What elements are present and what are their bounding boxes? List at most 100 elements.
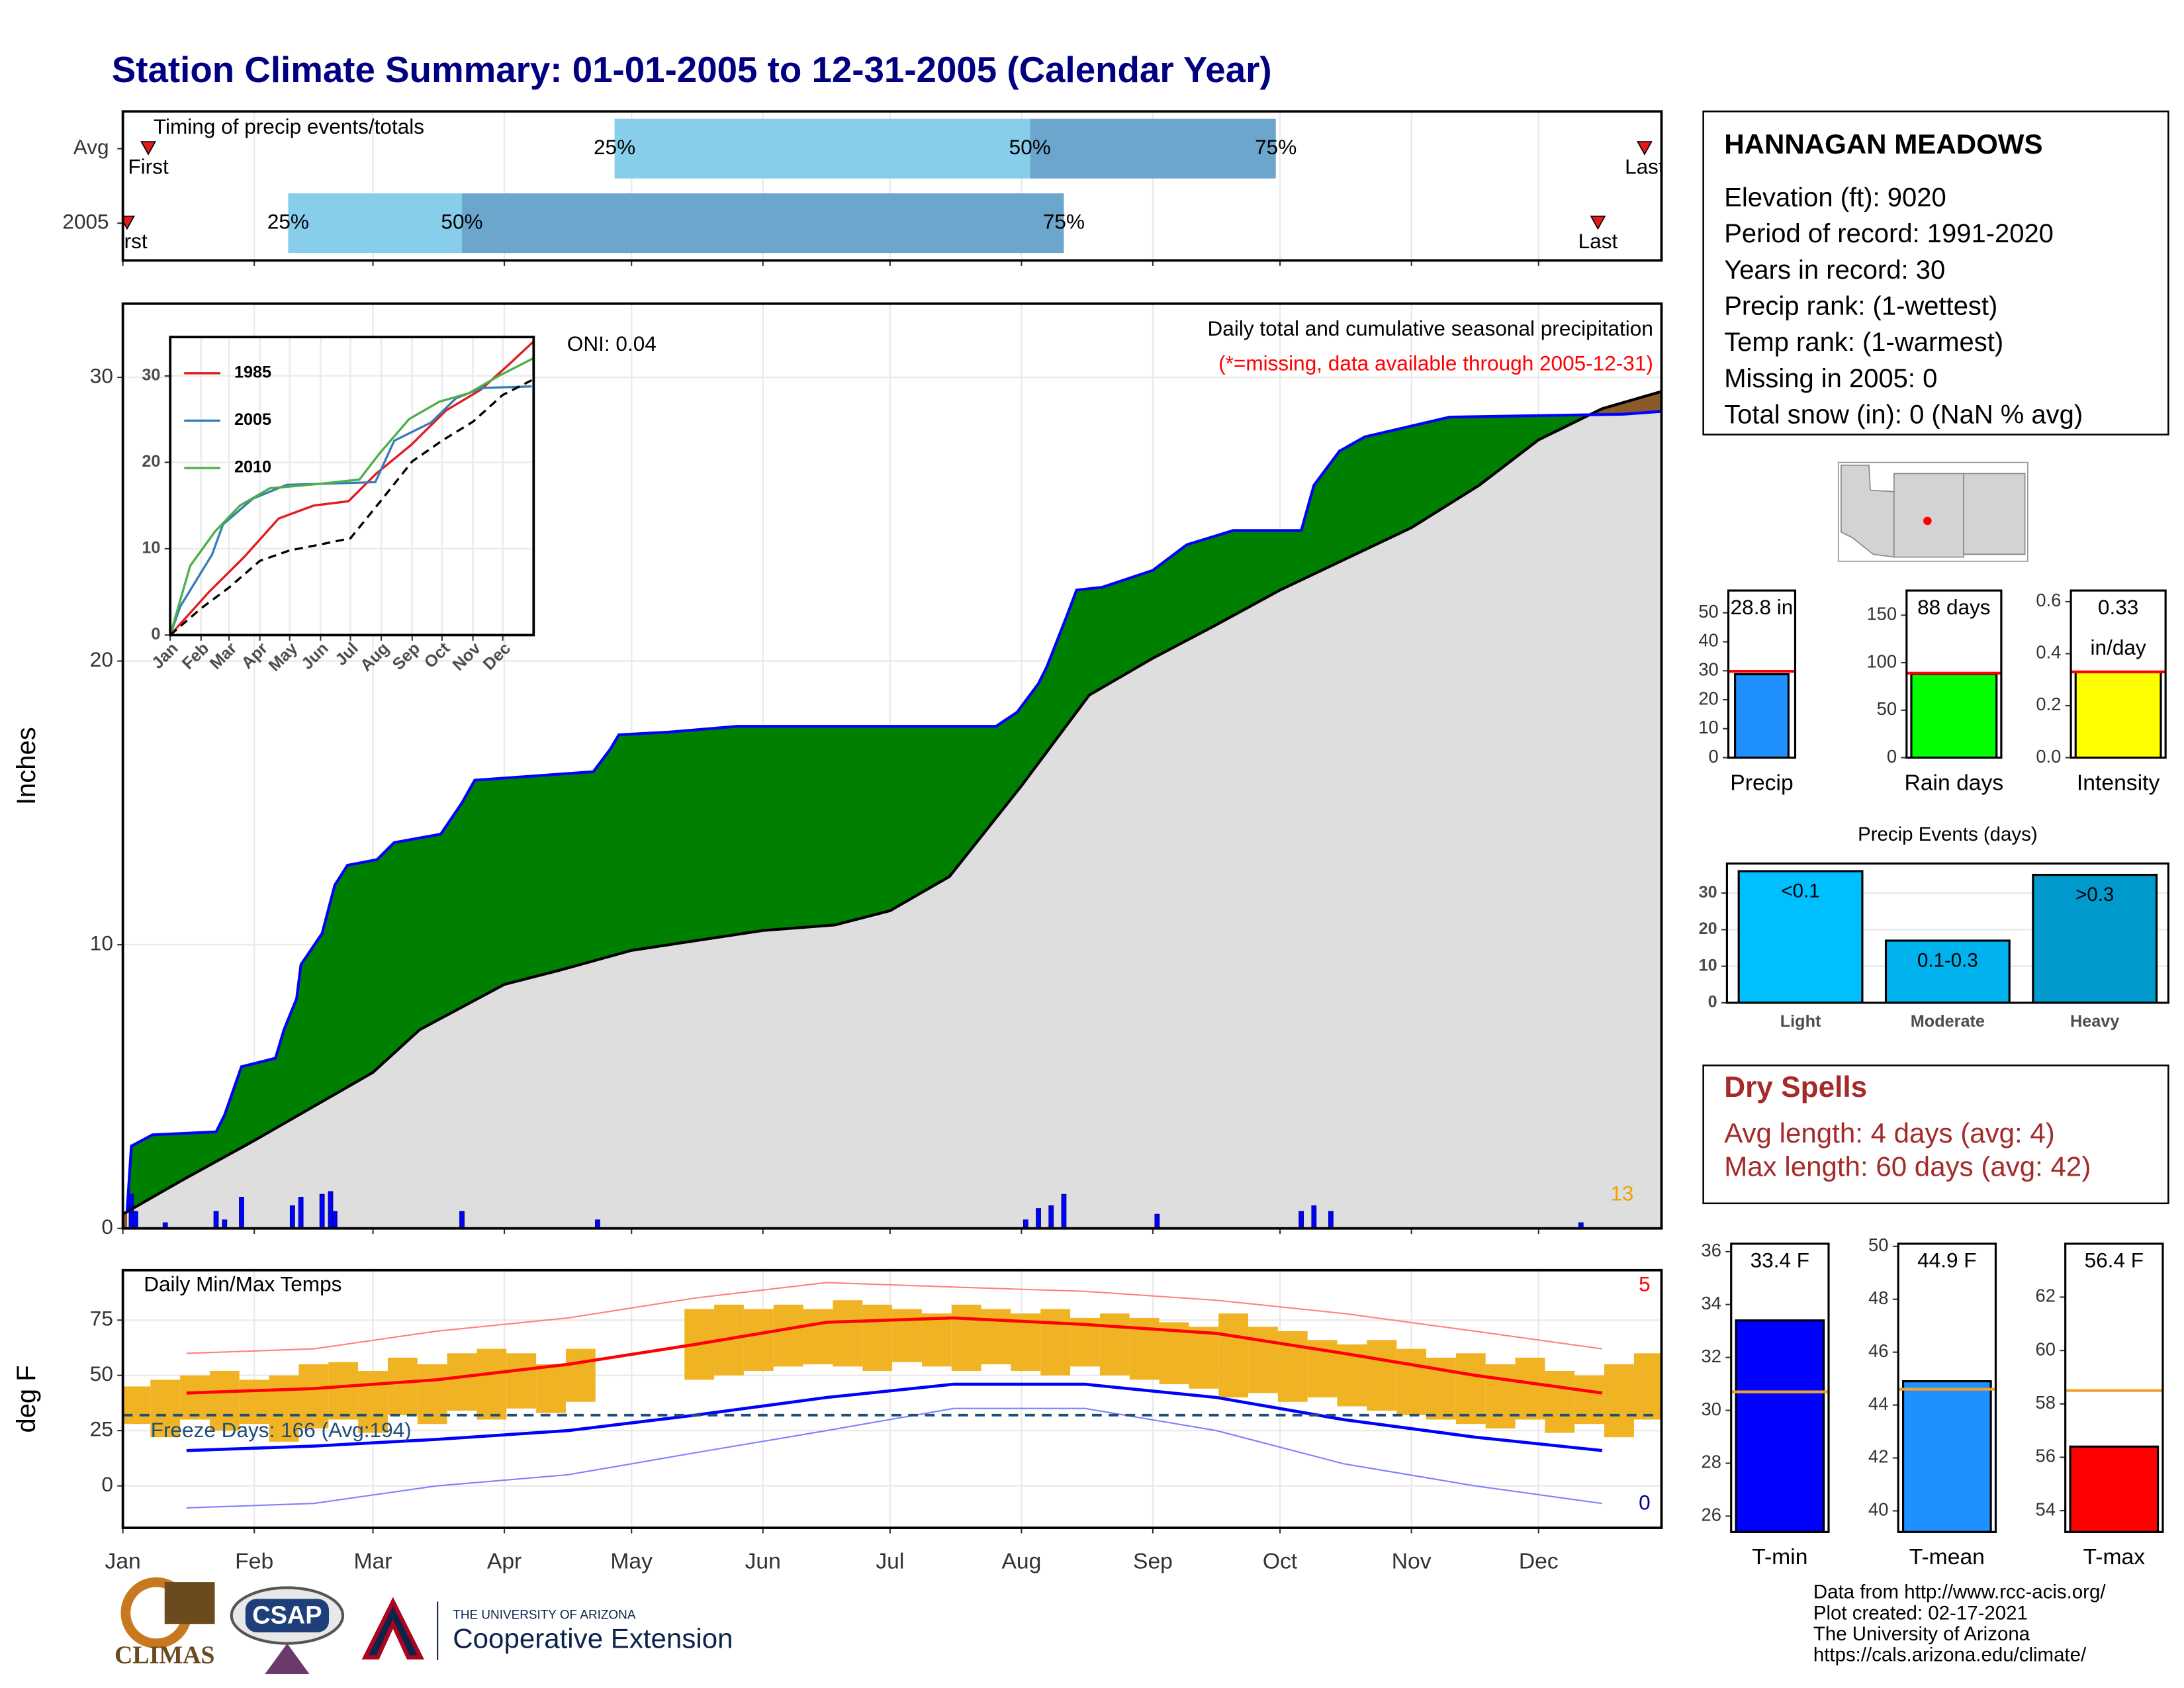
quartile-bar bbox=[462, 193, 1064, 254]
chart-panel: 0 50 100 150 88 days Rain days bbox=[1866, 589, 2004, 795]
bar bbox=[1737, 870, 1864, 1003]
observed-range bbox=[298, 1364, 329, 1429]
y-tick-label: 30 bbox=[1698, 659, 1718, 680]
y-tick-label: 10 bbox=[142, 539, 160, 557]
panel-title: Precip Events (days) bbox=[1858, 823, 2038, 845]
quartile-label: 75% bbox=[1043, 209, 1085, 233]
dry-spells-line: Max length: 60 days (avg: 42) bbox=[1724, 1150, 2091, 1182]
locator-map bbox=[1837, 461, 2028, 562]
unit-label: in/day bbox=[2091, 635, 2146, 659]
y-tick-label: 30 bbox=[1699, 883, 1717, 902]
grid bbox=[169, 337, 534, 636]
y-tick-label: 0.4 bbox=[2036, 642, 2061, 663]
map-state bbox=[1893, 473, 1964, 558]
logos: CLIMAS CSAP THE UNIVERSITY OF ARIZONA Co… bbox=[114, 1577, 733, 1674]
event-label: First bbox=[128, 154, 169, 178]
y-tick-label: 50 bbox=[1868, 1235, 1888, 1255]
climas-logo-text: CLIMAS bbox=[114, 1641, 214, 1669]
marks bbox=[122, 390, 1662, 1229]
station-line: Total snow (in): 0 (NaN % avg) bbox=[1724, 400, 2083, 430]
y-tick-label: 0 bbox=[1708, 993, 1717, 1011]
temperature-line bbox=[186, 1316, 1603, 1395]
observed-range bbox=[1604, 1364, 1634, 1438]
footer-line: The University of Arizona bbox=[1813, 1623, 2030, 1645]
low-count: 0 bbox=[1639, 1491, 1651, 1515]
plot-frame bbox=[121, 302, 1663, 1230]
axes: Timing of precip events/totals Avg 2005 bbox=[62, 110, 1663, 266]
x-tick-label: Aug bbox=[1001, 1550, 1041, 1574]
series-line bbox=[170, 379, 533, 635]
footer-line: Data from http://www.rcc-acis.org/ bbox=[1813, 1581, 2106, 1603]
observed-range bbox=[981, 1309, 1011, 1365]
value-label: 28.8 in bbox=[1731, 595, 1794, 619]
category-label: Intensity bbox=[2077, 771, 2160, 795]
observed-range bbox=[1189, 1327, 1219, 1389]
observed-range bbox=[209, 1371, 240, 1431]
quartile-label: 50% bbox=[441, 209, 482, 233]
csap-mountain bbox=[265, 1643, 310, 1674]
observed-range bbox=[1248, 1327, 1278, 1393]
daily-bar bbox=[319, 1194, 325, 1229]
daily-bar bbox=[1023, 1219, 1028, 1229]
dry-spells-box bbox=[1702, 1064, 2169, 1205]
station-line: Elevation (ft): 9020 bbox=[1724, 183, 1946, 212]
x-tick-label: Dec bbox=[1519, 1550, 1559, 1574]
panel-subtitle: (*=missing, data available through 2005-… bbox=[1218, 352, 1653, 375]
observed-range bbox=[269, 1375, 299, 1442]
y-axis-label: deg F bbox=[12, 1365, 41, 1432]
marks bbox=[2071, 670, 2166, 758]
daily-bar bbox=[595, 1219, 600, 1229]
y-axis-label: Inches bbox=[12, 727, 41, 805]
axes: 40 42 44 46 48 50 44.9 F T-mean bbox=[1868, 1235, 1997, 1570]
series-line bbox=[170, 357, 533, 635]
map-state bbox=[1963, 473, 2026, 555]
y-tick-label: 28 bbox=[1702, 1452, 1721, 1472]
event-marker bbox=[1590, 215, 1606, 230]
plot-frame bbox=[121, 110, 1663, 262]
axes: 0.0 0.2 0.4 0.6 0.33 in/day Intensity bbox=[2036, 589, 2167, 795]
observed-range bbox=[477, 1348, 507, 1420]
observed-range bbox=[833, 1300, 863, 1367]
x-tick-label: Nov bbox=[1392, 1550, 1432, 1574]
daily-bar bbox=[289, 1205, 295, 1229]
y-tick-label: 26 bbox=[1702, 1505, 1721, 1525]
daily-bar bbox=[1036, 1208, 1041, 1229]
category-label: T-max bbox=[2083, 1545, 2146, 1570]
value-label: 33.4 F bbox=[1751, 1248, 1809, 1272]
observed-range bbox=[180, 1375, 210, 1420]
observed-range bbox=[239, 1380, 269, 1425]
marks bbox=[170, 340, 534, 635]
daily-bar bbox=[162, 1222, 168, 1229]
cumulative-line bbox=[125, 410, 1662, 1212]
observed-range bbox=[387, 1358, 418, 1415]
y-tick-label: 20 bbox=[1699, 919, 1717, 938]
station-line: Precip rank: (1-wettest) bbox=[1724, 292, 1997, 321]
marks bbox=[1906, 671, 2001, 758]
chart-panel: 26 28 30 32 34 36 33.4 F T-min bbox=[1702, 1240, 1830, 1570]
category-label: T-min bbox=[1752, 1545, 1807, 1570]
y-tick-label: 10 bbox=[1698, 717, 1718, 737]
y-tick-label: 58 bbox=[2036, 1392, 2056, 1413]
y-tick-label: 0 bbox=[151, 625, 160, 643]
quartile-bar bbox=[1030, 118, 1276, 179]
station-line: Temp rank: (1-warmest) bbox=[1724, 328, 2003, 357]
observed-range bbox=[1545, 1371, 1575, 1433]
chart-panel: 40 42 44 46 48 50 44.9 F T-mean bbox=[1868, 1235, 1997, 1570]
category-label: Rain days bbox=[1905, 771, 2004, 795]
y-tick-label: 32 bbox=[1702, 1346, 1721, 1366]
station-line: Years in record: 30 bbox=[1724, 256, 1945, 285]
station-line: Period of record: 1991-2020 bbox=[1724, 219, 2054, 248]
y-tick-label: 50 bbox=[1698, 601, 1718, 622]
dry-spells-title: Dry Spells bbox=[1724, 1071, 1867, 1103]
page-title: Station Climate Summary: 01-01-2005 to 1… bbox=[112, 49, 1272, 90]
observed-range bbox=[1455, 1353, 1486, 1425]
bar bbox=[1884, 939, 2011, 1003]
quartile-label: 75% bbox=[1255, 135, 1297, 159]
y-tick-label: 100 bbox=[1866, 651, 1897, 671]
plot-frame bbox=[1905, 589, 2003, 759]
observed-range bbox=[743, 1309, 774, 1372]
y-tick-label: 0 bbox=[1709, 746, 1719, 767]
